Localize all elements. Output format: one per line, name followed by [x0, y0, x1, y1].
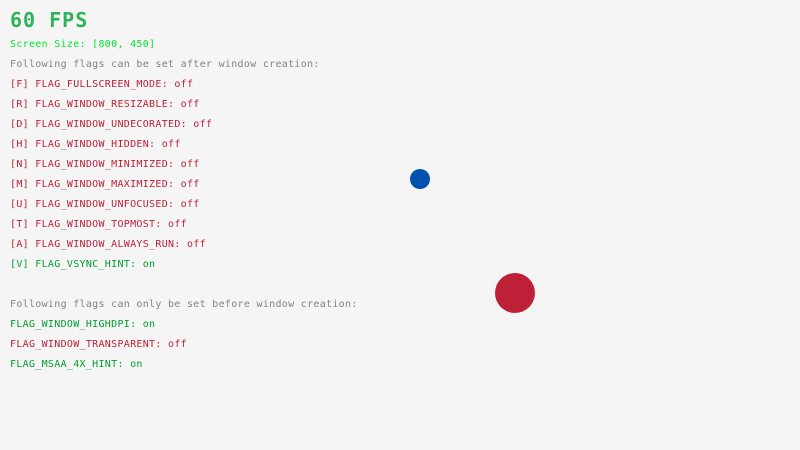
flag-status-after_flags-6: [U] FLAG_WINDOW_UNFOCUSED: off — [10, 199, 200, 210]
fps-counter: 60 FPS — [10, 8, 89, 32]
after-creation-heading: Following flags can be set after window … — [10, 59, 320, 70]
flag-status-after_flags-9: [V] FLAG_VSYNC_HINT: on — [10, 259, 156, 270]
flag-status-after_flags-5: [M] FLAG_WINDOW_MAXIMIZED: off — [10, 179, 200, 190]
flag-status-after_flags-2: [D] FLAG_WINDOW_UNDECORATED: off — [10, 119, 213, 130]
flag-status-before_flags-1: FLAG_WINDOW_TRANSPARENT: off — [10, 339, 187, 350]
flag-status-after_flags-8: [A] FLAG_WINDOW_ALWAYS_RUN: off — [10, 239, 206, 250]
flag-status-before_flags-0: FLAG_WINDOW_HIGHDPI: on — [10, 319, 156, 330]
flag-status-after_flags-0: [F] FLAG_FULLSCREEN_MODE: off — [10, 79, 194, 90]
flag-status-after_flags-4: [N] FLAG_WINDOW_MINIMIZED: off — [10, 159, 200, 170]
before-creation-heading: Following flags can only be set before w… — [10, 299, 358, 310]
flag-status-after_flags-1: [R] FLAG_WINDOW_RESIZABLE: off — [10, 99, 200, 110]
red-ball — [495, 273, 535, 313]
flag-status-after_flags-7: [T] FLAG_WINDOW_TOPMOST: off — [10, 219, 187, 230]
blue-ball — [410, 169, 430, 189]
screen-size-text: Screen Size: [800, 450] — [10, 39, 156, 50]
flag-status-before_flags-2: FLAG_MSAA_4X_HINT: on — [10, 359, 143, 370]
flag-status-after_flags-3: [H] FLAG_WINDOW_HIDDEN: off — [10, 139, 181, 150]
